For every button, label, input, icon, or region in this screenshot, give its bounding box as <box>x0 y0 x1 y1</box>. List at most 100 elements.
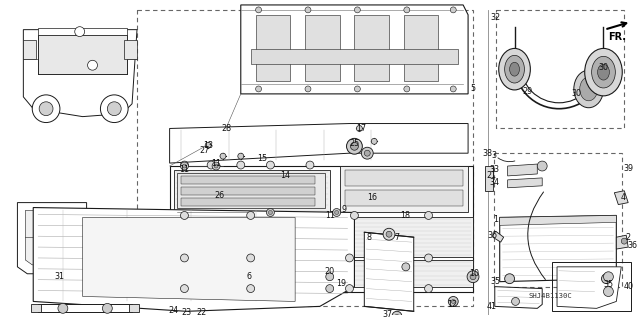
Text: 20: 20 <box>324 267 335 276</box>
Text: 38: 38 <box>483 149 493 158</box>
Circle shape <box>424 254 433 262</box>
Circle shape <box>88 60 97 70</box>
Text: 16: 16 <box>367 193 377 202</box>
Ellipse shape <box>580 77 598 101</box>
Polygon shape <box>404 15 438 81</box>
Polygon shape <box>355 15 389 81</box>
Text: 29: 29 <box>522 87 532 96</box>
Circle shape <box>356 125 362 131</box>
Circle shape <box>424 285 433 293</box>
Text: 35: 35 <box>604 280 614 289</box>
Bar <box>485 166 493 191</box>
Circle shape <box>214 164 218 168</box>
Text: 19: 19 <box>337 279 347 288</box>
Circle shape <box>306 161 314 169</box>
Circle shape <box>604 286 613 296</box>
Circle shape <box>386 231 392 237</box>
Circle shape <box>238 153 244 159</box>
Polygon shape <box>124 40 137 59</box>
Polygon shape <box>557 267 621 308</box>
Text: 5: 5 <box>470 85 476 93</box>
Polygon shape <box>17 203 86 274</box>
Text: 8: 8 <box>367 233 372 242</box>
Circle shape <box>346 285 353 293</box>
Polygon shape <box>495 286 542 308</box>
Polygon shape <box>173 170 330 212</box>
Text: 40: 40 <box>623 282 633 291</box>
Bar <box>137 10 473 306</box>
Circle shape <box>305 86 311 92</box>
Polygon shape <box>508 178 542 188</box>
Circle shape <box>207 161 215 169</box>
Polygon shape <box>23 30 137 117</box>
Circle shape <box>346 254 353 262</box>
Circle shape <box>346 138 362 154</box>
Polygon shape <box>31 304 41 312</box>
Text: 7: 7 <box>394 233 399 242</box>
Text: 39: 39 <box>623 164 633 173</box>
Circle shape <box>604 272 613 282</box>
Circle shape <box>180 254 188 262</box>
Text: 15: 15 <box>257 154 268 163</box>
Polygon shape <box>500 215 616 225</box>
Polygon shape <box>173 260 473 286</box>
Polygon shape <box>38 304 132 312</box>
Polygon shape <box>170 123 468 163</box>
Text: 25: 25 <box>349 139 360 148</box>
Circle shape <box>220 153 226 159</box>
Polygon shape <box>616 235 628 249</box>
Circle shape <box>180 161 188 169</box>
Circle shape <box>395 314 399 318</box>
Text: 28: 28 <box>221 124 231 133</box>
Circle shape <box>451 7 456 13</box>
Circle shape <box>237 161 244 169</box>
Circle shape <box>467 271 479 283</box>
Circle shape <box>246 254 255 262</box>
Text: 26: 26 <box>214 191 224 200</box>
Polygon shape <box>493 231 504 242</box>
Polygon shape <box>177 173 324 208</box>
Circle shape <box>246 211 255 219</box>
Text: 1: 1 <box>493 215 499 224</box>
Circle shape <box>537 161 547 171</box>
Circle shape <box>180 285 188 293</box>
Ellipse shape <box>598 64 609 80</box>
Text: 14: 14 <box>280 171 291 181</box>
Text: 3: 3 <box>492 151 496 160</box>
Circle shape <box>333 209 340 216</box>
Circle shape <box>266 209 275 216</box>
Polygon shape <box>170 166 473 292</box>
Text: 37: 37 <box>382 310 392 319</box>
Text: 22: 22 <box>196 308 206 317</box>
Bar <box>182 198 315 205</box>
Circle shape <box>371 138 377 144</box>
Ellipse shape <box>509 62 520 76</box>
Circle shape <box>39 102 53 115</box>
Circle shape <box>335 211 339 214</box>
Circle shape <box>402 263 410 271</box>
Circle shape <box>355 86 360 92</box>
Text: 18: 18 <box>400 211 410 220</box>
Circle shape <box>451 300 455 303</box>
Ellipse shape <box>591 56 615 88</box>
Text: FR.: FR. <box>609 32 627 41</box>
Text: 9: 9 <box>342 205 347 214</box>
Polygon shape <box>38 34 127 74</box>
Text: 30: 30 <box>598 63 609 72</box>
Ellipse shape <box>574 70 604 108</box>
Polygon shape <box>500 215 616 282</box>
Circle shape <box>255 86 262 92</box>
Circle shape <box>351 211 358 219</box>
Ellipse shape <box>585 48 622 96</box>
Text: 23: 23 <box>181 308 191 317</box>
Text: 2: 2 <box>626 233 631 242</box>
Circle shape <box>100 95 128 122</box>
Polygon shape <box>173 218 473 257</box>
Circle shape <box>505 274 515 284</box>
Circle shape <box>448 296 458 306</box>
Circle shape <box>364 150 371 156</box>
Circle shape <box>602 274 611 284</box>
Circle shape <box>266 161 275 169</box>
Text: 33: 33 <box>490 166 500 174</box>
Text: 27: 27 <box>199 146 209 155</box>
